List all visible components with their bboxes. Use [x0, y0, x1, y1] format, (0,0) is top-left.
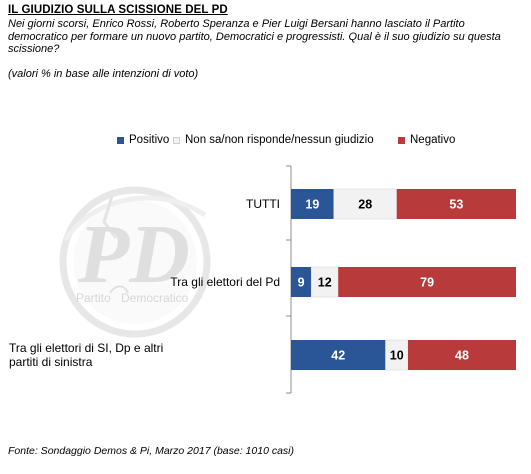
source-note: Fonte: Sondaggio Demos & Pi, Marzo 2017 … [8, 445, 294, 457]
bar-neutro-0 [333, 188, 398, 220]
legend-item-negativo: Negativo [398, 134, 455, 146]
bar-positivo-0 [291, 189, 334, 219]
data-label-neutro-1: 12 [318, 276, 332, 290]
bar-positivo-2 [291, 340, 386, 370]
data-label-neutro-0: 28 [358, 198, 372, 212]
legend-label-positivo: Positivo [129, 134, 170, 146]
bar-negativo-2 [408, 340, 516, 370]
legend-swatch-negativo [398, 136, 405, 144]
bar-negativo-0 [396, 189, 516, 219]
values-note: (valori % in base alle intenzioni di vot… [8, 68, 199, 80]
logo-wordmark: PD [77, 208, 190, 301]
legend-label-neutro: Non sa/non risponde/nessun giudizio [185, 134, 374, 146]
legend-label-negativo: Negativo [410, 134, 456, 146]
chart-legend: Positivo Non sa/non risponde/nessun giud… [0, 134, 531, 150]
pd-logo-graphic: PD Partito Democratico [59, 186, 211, 338]
legend-swatch-positivo [117, 136, 124, 144]
data-label-negativo-1: 79 [420, 276, 434, 290]
logo-caption-democratico: Democratico [121, 291, 189, 305]
data-label-positivo-1: 9 [298, 276, 305, 290]
data-label-negativo-0: 53 [449, 198, 463, 212]
data-label-positivo-2: 42 [331, 349, 345, 363]
category-label-2: Tra gli elettori di SI, Dp e altri partit… [9, 341, 163, 369]
data-label-neutro-2: 10 [390, 349, 404, 363]
data-label-negativo-2: 48 [455, 349, 469, 363]
chart-title: IL GIUDIZIO SULLA SCISSIONE DEL PD [8, 4, 228, 16]
bar-negativo-1 [338, 267, 516, 297]
logo-caption-partito: Partito [76, 291, 111, 305]
legend-item-neutro: Non sa/non risponde/nessun giudizio [173, 134, 374, 146]
category-label-1: Tra gli elettori del Pd [170, 275, 280, 289]
legend-swatch-neutro [173, 136, 180, 144]
legend-item-positivo: Positivo [117, 134, 169, 146]
bar-positivo-1 [291, 267, 312, 297]
data-label-positivo-0: 19 [305, 198, 319, 212]
bar-neutro-1 [310, 266, 339, 298]
category-label-0: TUTTI [246, 197, 280, 211]
survey-question: Nei giorni scorsi, Enrico Rossi, Roberto… [8, 18, 501, 55]
